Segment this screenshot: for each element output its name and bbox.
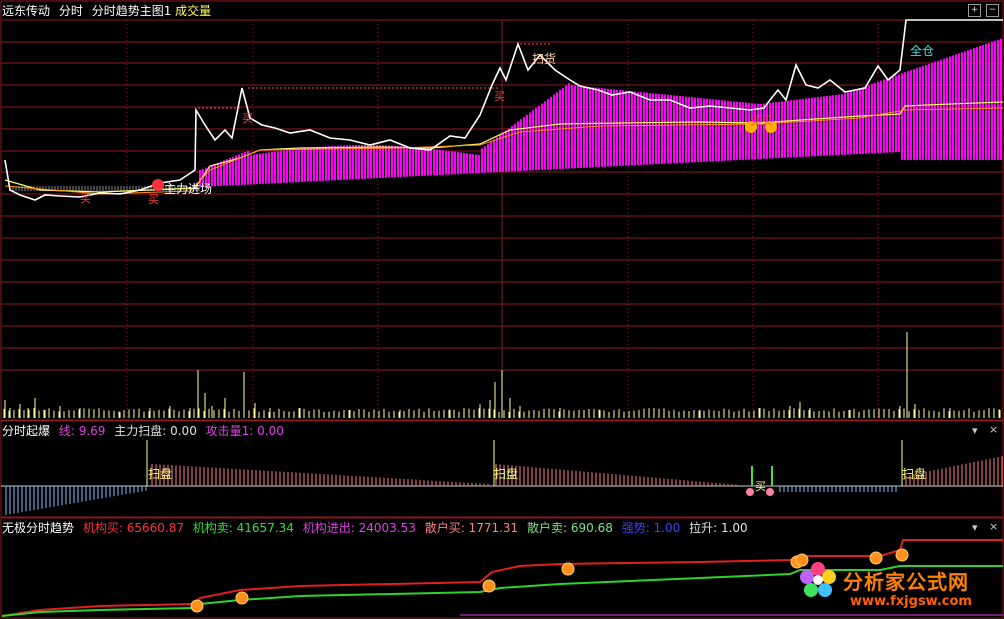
sao-pan-label-2: 扫盘 <box>494 465 518 482</box>
panel2-close-icon[interactable]: × <box>989 423 998 436</box>
panel2-name: 分时起爆 <box>2 424 50 438</box>
panel3-header: 无极分时趋势 机构买: 65660.87 机构卖: 41657.34 机构进出:… <box>2 521 753 535</box>
lasheng-marker-icon <box>896 549 908 561</box>
volume-label: 成交量 <box>175 4 211 18</box>
panel2-header: 分时起爆 线: 9.69 主力扫盘: 0.00 攻击量1: 0.00 <box>2 424 289 438</box>
sao-pan-label-3: 扫盘 <box>902 465 926 482</box>
stock-name: 远东传动 <box>2 4 50 18</box>
period-label: 分时 <box>59 4 83 18</box>
lasheng-marker-icon <box>562 563 574 575</box>
lasheng-marker-icon <box>870 552 882 564</box>
zoom-out-button[interactable]: − <box>986 4 999 17</box>
panel3-item-6: 拉升: 1.00 <box>689 521 748 535</box>
zoom-in-button[interactable]: + <box>968 4 981 17</box>
panel3-item-0: 机构买: 65660.87 <box>83 521 184 535</box>
panel3-item-5: 强势: 1.00 <box>622 521 681 535</box>
panel2-item-2: 攻击量1: 0.00 <box>206 424 284 438</box>
watermark-url: www.fxjgsw.com <box>850 594 972 609</box>
mai-label-0: 买 <box>80 190 91 206</box>
panel3-item-1: 机构卖: 41657.34 <box>193 521 294 535</box>
panel2-item-0: 线: 9.69 <box>59 424 106 438</box>
maimai-label: 买买 <box>750 112 772 128</box>
watermark-name: 分析家公式网 <box>843 566 969 595</box>
panel3-close-icon[interactable]: × <box>989 520 998 533</box>
panel2-dot-icon <box>766 488 774 496</box>
sao-pan-label-1: 扫盘 <box>148 465 172 482</box>
mai-label-1: 买 <box>148 191 159 207</box>
panel2-mai-label: 买 <box>755 478 766 494</box>
mai-label-2: 买 <box>242 110 253 126</box>
panel3-dropdown-icon[interactable]: ▾ <box>972 521 978 534</box>
mai-label-3: 买 <box>494 88 505 104</box>
panel3-item-4: 散户卖: 690.68 <box>527 521 613 535</box>
main-header: 远东传动 分时 分时趋势主图1 成交量 <box>2 4 216 18</box>
panel2-dot-icon <box>746 488 754 496</box>
lasheng-marker-icon <box>191 600 203 612</box>
flower-logo-icon <box>798 560 838 600</box>
lasheng-marker-icon <box>236 592 248 604</box>
indicator-name: 分时趋势主图1 <box>92 4 172 18</box>
panel3-item-3: 散户买: 1771.31 <box>425 521 518 535</box>
lasheng-marker-icon <box>483 580 495 592</box>
sao-huo-label: 扫货 <box>532 50 556 67</box>
panel3-item-2: 机构进出: 24003.53 <box>303 521 416 535</box>
zhuli-jinchang-label: 主力进场 <box>164 180 212 197</box>
panel2-item-1: 主力扫盘: 0.00 <box>114 424 197 438</box>
panel3-name: 无极分时趋势 <box>2 521 74 535</box>
panel2-dropdown-icon[interactable]: ▾ <box>972 424 978 437</box>
quan-cang-label: 全仓 <box>910 42 934 59</box>
buy-marker-icon <box>152 179 164 191</box>
